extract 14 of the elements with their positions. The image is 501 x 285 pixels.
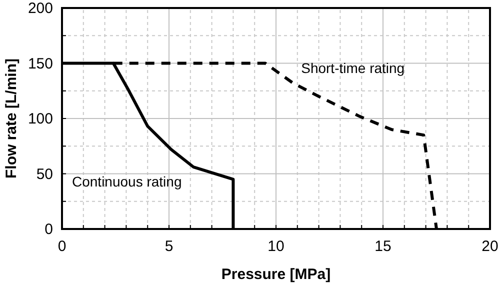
y-axis-title: Flow rate [L/min] (3, 58, 20, 178)
x-tick-label: 20 (482, 238, 498, 255)
y-tick-label: 0 (44, 221, 53, 238)
x-tick-label: 10 (268, 238, 284, 255)
x-tick-label: 0 (58, 238, 66, 255)
y-tick-label: 150 (28, 55, 53, 72)
series-label: Continuous rating (72, 173, 182, 190)
y-tick-label: 50 (36, 166, 53, 183)
y-tick-label: 200 (28, 0, 53, 17)
series-label: Short-time rating (301, 60, 405, 76)
x-axis-title: Pressure [MPa] (221, 266, 331, 283)
x-tick-label: 5 (164, 238, 174, 255)
x-tick-label: 15 (374, 238, 392, 255)
y-tick-label: 100 (28, 110, 53, 128)
